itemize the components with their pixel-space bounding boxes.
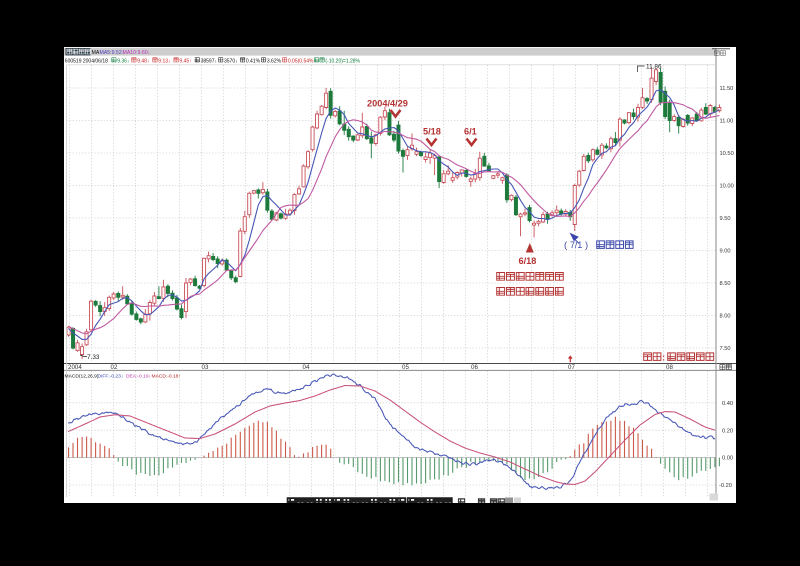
svg-text:0.41%: 0.41%	[246, 58, 261, 64]
svg-text:2004/4/29: 2004/4/29	[367, 99, 408, 109]
svg-text:7.50: 7.50	[720, 346, 731, 352]
svg-text:08: 08	[666, 364, 673, 371]
svg-text:): )	[585, 239, 588, 250]
svg-text:11.86: 11.86	[646, 64, 662, 71]
svg-text:10.50: 10.50	[720, 151, 734, 157]
svg-text:38597↓: 38597↓	[201, 58, 217, 64]
svg-text:07: 07	[568, 364, 575, 371]
svg-text:5/18: 5/18	[423, 127, 441, 137]
svg-text:0.05)0.54%: 0.05)0.54%	[288, 58, 314, 64]
svg-text:2004: 2004	[68, 364, 82, 371]
svg-text:(-10.20)=1.28%: (-10.20)=1.28%	[325, 58, 360, 64]
svg-text:8.00: 8.00	[720, 314, 731, 320]
svg-text:0.20: 0.20	[722, 428, 733, 434]
svg-text:9.45↑: 9.45↑	[179, 58, 191, 64]
svg-text:02: 02	[111, 364, 118, 371]
svg-text:0.00: 0.00	[722, 456, 733, 462]
svg-text:MA5:9.52↓: MA5:9.52↓	[100, 50, 125, 56]
svg-text:8.50: 8.50	[720, 281, 731, 287]
svg-text:MA10:9.60↓: MA10:9.60↓	[123, 50, 151, 56]
svg-text:MACD(12,26,9): MACD(12,26,9)	[65, 373, 99, 379]
svg-text:0.40: 0.40	[722, 401, 733, 407]
svg-text:9.00: 9.00	[720, 249, 731, 255]
svg-text:6/18: 6/18	[519, 256, 537, 266]
svg-text:9.50: 9.50	[720, 216, 731, 222]
svg-text:MACD:-0.18↑: MACD:-0.18↑	[152, 373, 181, 379]
svg-text:DIFF:-0.23↓: DIFF:-0.23↓	[98, 373, 124, 379]
svg-text:9.13↓: 9.13↓	[158, 58, 170, 64]
svg-text:9.36↓: 9.36↓	[117, 58, 129, 64]
svg-text:3570↓: 3570↓	[224, 58, 238, 64]
svg-text:9.48↓: 9.48↓	[137, 58, 149, 64]
svg-text:04: 04	[303, 364, 310, 371]
svg-text:7/1: 7/1	[570, 240, 582, 250]
svg-text:6/1: 6/1	[464, 127, 477, 137]
svg-text:DEA:-0.19↓: DEA:-0.19↓	[126, 373, 151, 379]
svg-text:-0.20: -0.20	[719, 483, 732, 489]
svg-text:05: 05	[402, 364, 409, 371]
svg-text:03: 03	[202, 364, 209, 371]
svg-text:7.33: 7.33	[87, 354, 100, 361]
svg-text:MA: MA	[92, 50, 100, 56]
svg-text:11.00: 11.00	[720, 119, 734, 125]
svg-text:11.50: 11.50	[720, 86, 734, 92]
svg-text:3.62%: 3.62%	[267, 58, 282, 64]
svg-text:(: (	[564, 239, 568, 250]
svg-text:600519 2004/06/18: 600519 2004/06/18	[65, 58, 108, 64]
svg-text::: :	[662, 352, 665, 363]
svg-text:06: 06	[471, 364, 478, 371]
svg-text:10.00: 10.00	[720, 184, 734, 190]
